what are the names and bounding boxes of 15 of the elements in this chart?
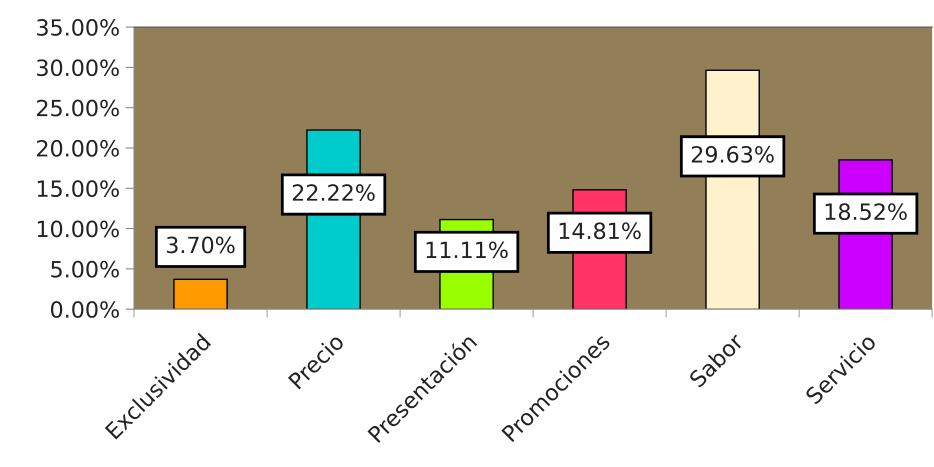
data-label: 14.81% bbox=[560, 222, 641, 240]
y-tick-label: 20.00% bbox=[37, 140, 119, 157]
y-tick-label: 10.00% bbox=[38, 220, 119, 238]
bar bbox=[173, 278, 228, 310]
data-label: 22.22% bbox=[292, 184, 375, 201]
y-tick-label: 25.00% bbox=[37, 100, 119, 116]
data-label: 29.63% bbox=[692, 146, 774, 163]
y-tick-label: 0.00% bbox=[51, 301, 119, 318]
y-tick-label: 15.00% bbox=[38, 180, 119, 198]
y-tick-label: 5.00% bbox=[51, 260, 119, 278]
data-label: 18.52% bbox=[826, 203, 907, 220]
data-label: 11.11% bbox=[426, 241, 508, 258]
data-label: 3.70% bbox=[166, 236, 235, 254]
y-tick-label: 30.00% bbox=[37, 59, 119, 76]
y-tick-label: 35.00% bbox=[37, 19, 119, 36]
